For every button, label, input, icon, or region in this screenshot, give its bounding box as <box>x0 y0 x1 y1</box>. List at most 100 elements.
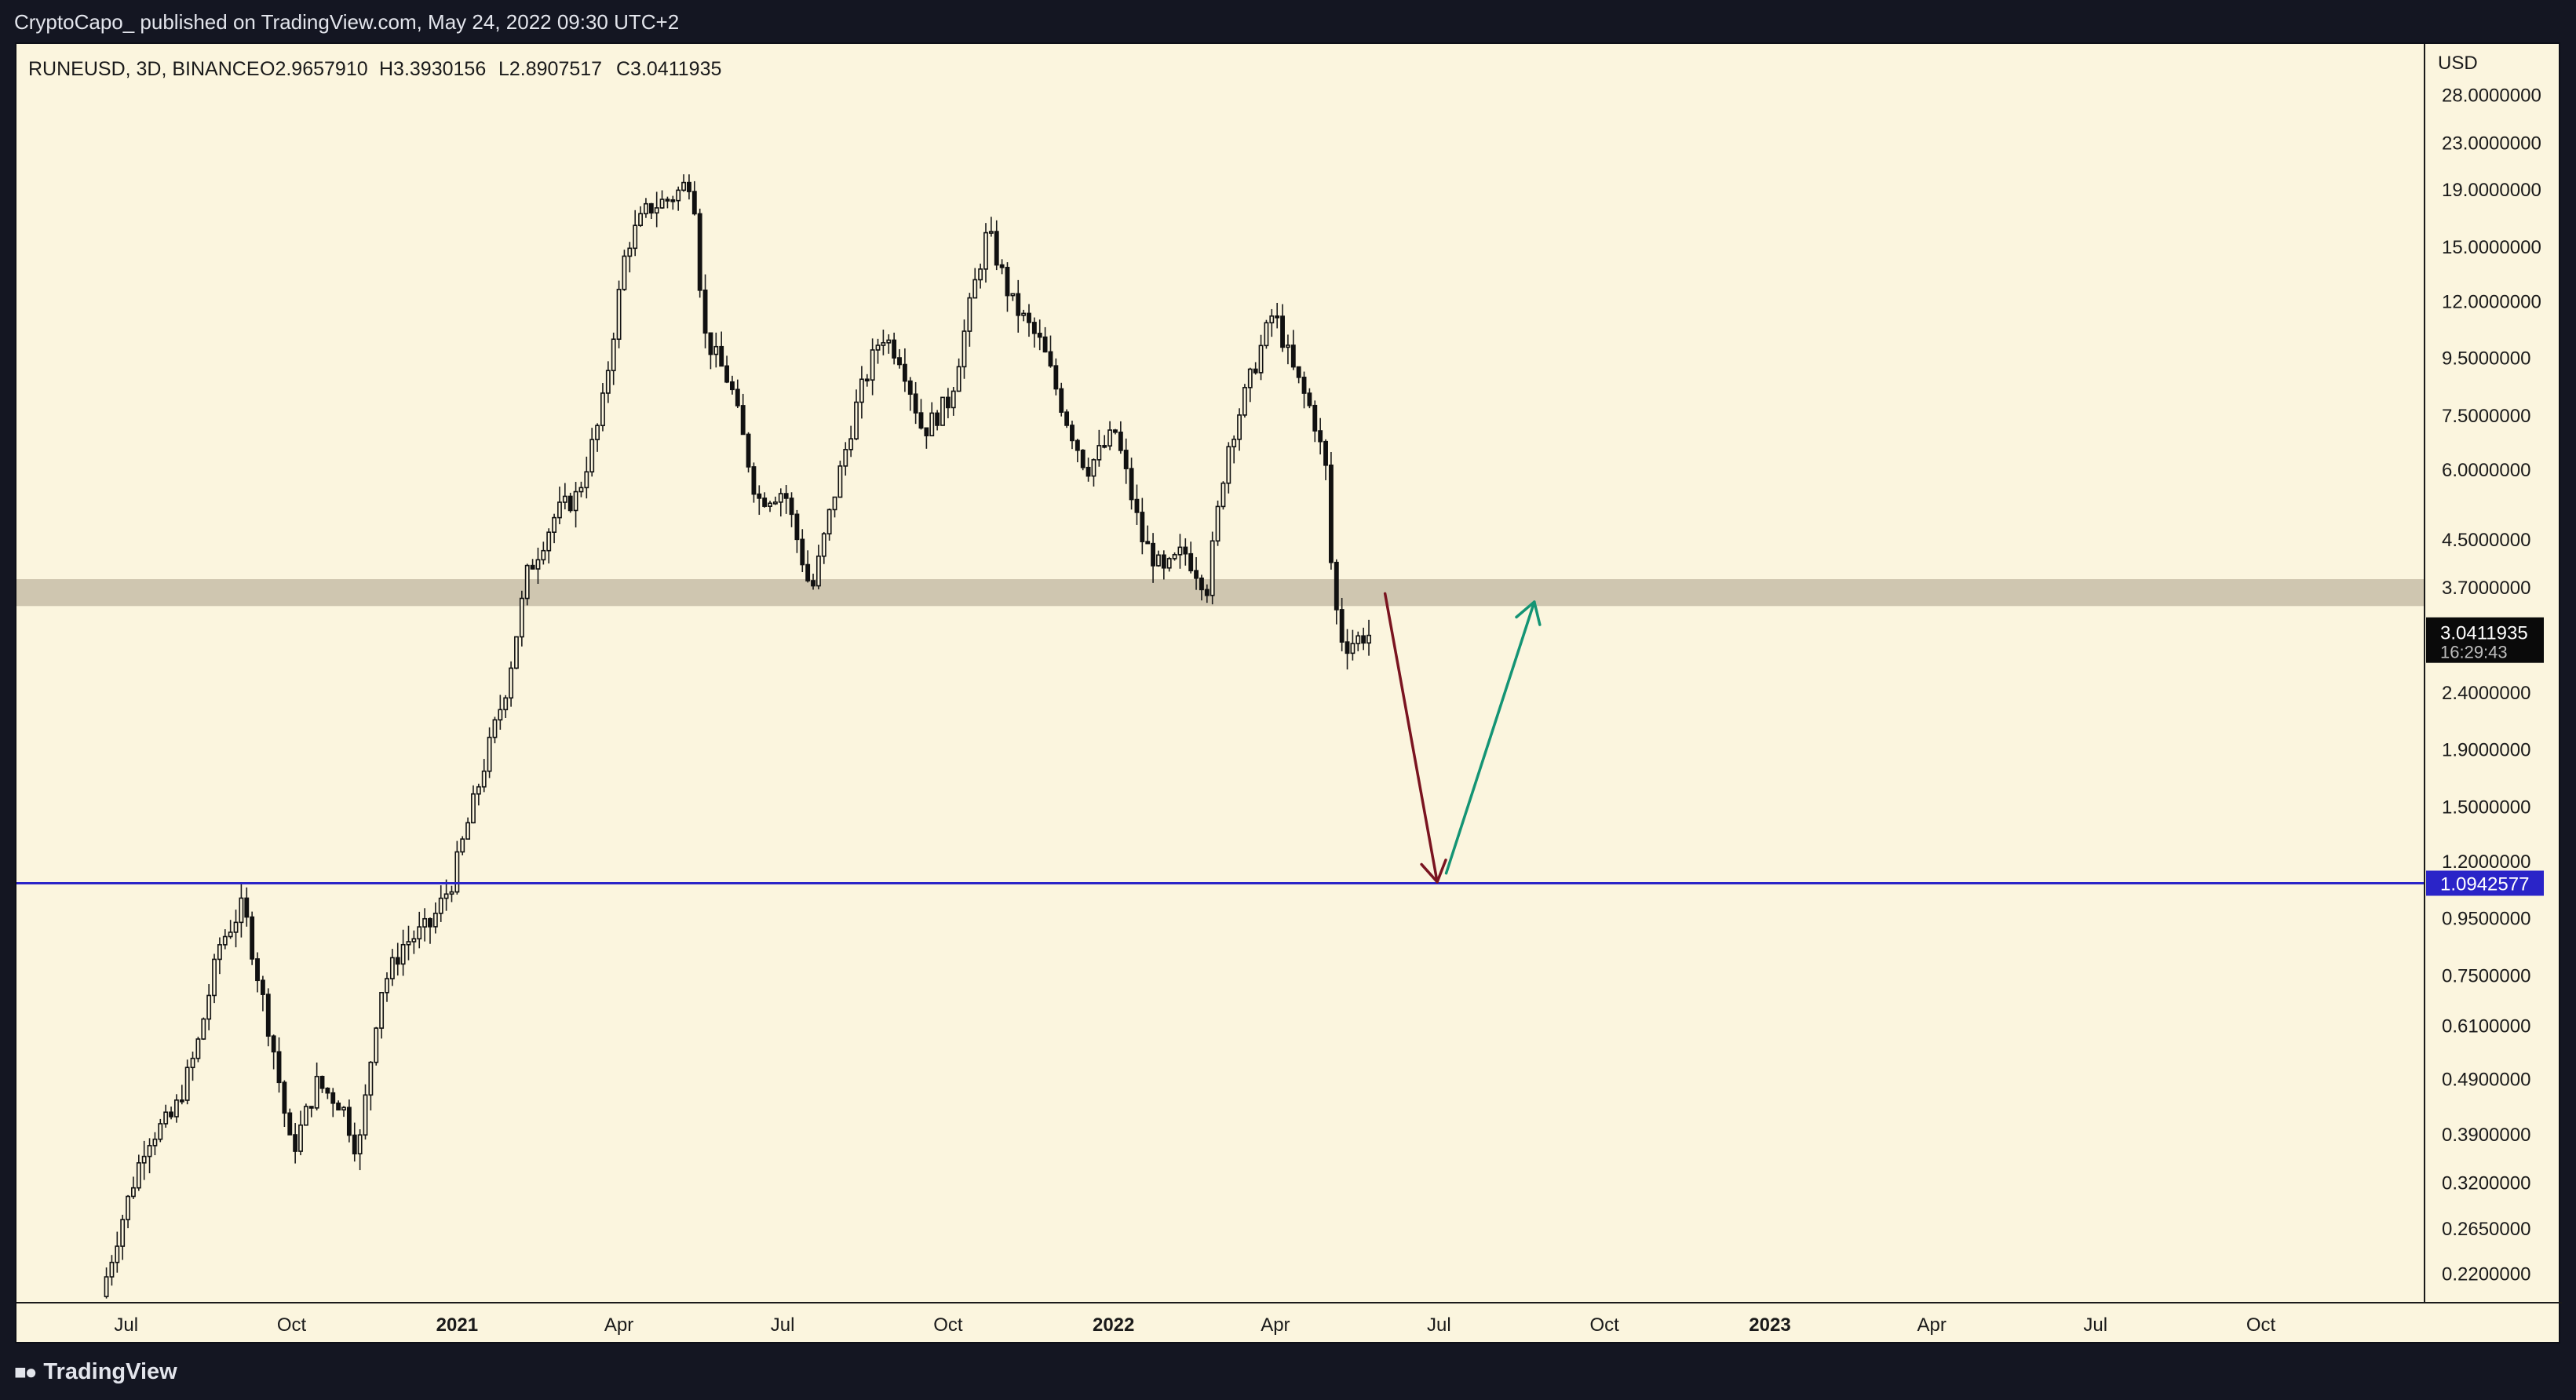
candle <box>341 1106 346 1117</box>
candle <box>681 174 686 192</box>
candle-body <box>940 396 945 426</box>
candle-body <box>115 1245 120 1263</box>
candle <box>702 274 708 348</box>
candle-body <box>1102 445 1107 448</box>
candle-body <box>1140 512 1145 542</box>
support-price-badge <box>2426 870 2544 896</box>
candle <box>1204 584 1210 603</box>
candle-body <box>1366 634 1371 644</box>
candle-body <box>691 191 697 215</box>
candle-body <box>746 433 751 468</box>
candle-body <box>357 1134 363 1154</box>
candle-body <box>1307 392 1312 407</box>
candle-body <box>239 897 244 924</box>
candle <box>503 695 509 718</box>
y-tick-label: 6.0000000 <box>2442 460 2530 481</box>
candle <box>104 1267 109 1299</box>
candle <box>1151 533 1156 583</box>
candle <box>169 1107 173 1120</box>
candle <box>222 929 228 950</box>
candle-body <box>1226 446 1231 484</box>
ohlc-low: L2.8907517 <box>498 58 602 80</box>
candle <box>1118 421 1123 454</box>
candle-body <box>907 380 913 396</box>
candle-body <box>1204 589 1210 596</box>
candle-body <box>902 363 907 382</box>
candle <box>492 716 498 744</box>
price-chart[interactable]: 28.0000000 23.0000000 19.0000000 15.0000000… <box>16 44 2562 1345</box>
y-tick-label: 0.6100000 <box>2442 1016 2530 1037</box>
candle-body <box>244 897 250 918</box>
candle <box>708 332 713 370</box>
candle-body <box>757 493 762 499</box>
candle-body <box>460 838 465 853</box>
candle-body <box>864 378 870 382</box>
candle-body <box>573 490 578 512</box>
candle <box>854 389 859 440</box>
candle-body <box>1269 315 1275 324</box>
candle <box>1037 319 1042 351</box>
candle-body <box>1215 505 1220 542</box>
candle-body <box>659 199 665 209</box>
candle <box>325 1087 330 1099</box>
candle-body <box>789 498 794 516</box>
candle <box>783 485 789 514</box>
candle <box>1356 631 1361 651</box>
candle <box>826 508 832 541</box>
candle-body <box>1237 414 1242 440</box>
candle <box>1161 550 1166 580</box>
candle-body <box>282 1081 287 1114</box>
candle <box>870 338 875 396</box>
candle <box>1269 308 1275 337</box>
x-tick-label: Oct <box>2246 1314 2276 1336</box>
candle <box>691 180 697 216</box>
candle <box>1345 629 1350 670</box>
candle-body <box>800 538 805 566</box>
candle-body <box>768 502 772 507</box>
candle <box>859 366 864 419</box>
candle <box>815 545 821 589</box>
candle-body <box>605 370 611 394</box>
candle <box>233 910 239 948</box>
candle-body <box>1183 546 1188 555</box>
candle-body <box>1070 425 1075 442</box>
candle-body <box>1345 641 1350 654</box>
candle-body <box>670 199 676 202</box>
candle-body <box>988 231 994 234</box>
candle-body <box>681 181 686 191</box>
candle-body <box>190 1057 195 1069</box>
candle-body <box>368 1061 374 1096</box>
candle <box>945 388 950 418</box>
candle <box>1070 421 1075 450</box>
candle-body <box>815 555 821 587</box>
candle <box>449 885 454 902</box>
candle-body <box>341 1107 346 1111</box>
candle <box>633 210 638 257</box>
candle-body <box>648 202 654 214</box>
candle-body <box>881 342 886 346</box>
candle <box>567 492 573 513</box>
candle-body <box>395 957 400 965</box>
candle <box>929 402 935 436</box>
candle <box>600 383 605 432</box>
candle-body <box>1080 449 1085 468</box>
candle-body <box>1031 322 1037 334</box>
candle <box>800 529 805 573</box>
candle <box>740 393 746 436</box>
candle-body <box>509 667 514 699</box>
candle <box>907 377 913 411</box>
candle-body <box>184 1066 190 1101</box>
candle <box>1318 417 1323 455</box>
tradingview-brand[interactable]: ■● TradingView <box>14 1359 177 1385</box>
candle <box>1339 597 1345 651</box>
candle <box>864 374 870 387</box>
candle <box>152 1132 158 1156</box>
chart-frame[interactable]: 28.0000000 23.0000000 19.0000000 15.0000000… <box>15 42 2562 1345</box>
candle <box>875 338 881 364</box>
candle-body <box>385 978 389 993</box>
candle-body <box>1134 498 1140 513</box>
candle-body <box>417 926 422 940</box>
candle-body <box>217 944 222 961</box>
candle <box>961 319 967 379</box>
candle-body <box>514 636 519 669</box>
